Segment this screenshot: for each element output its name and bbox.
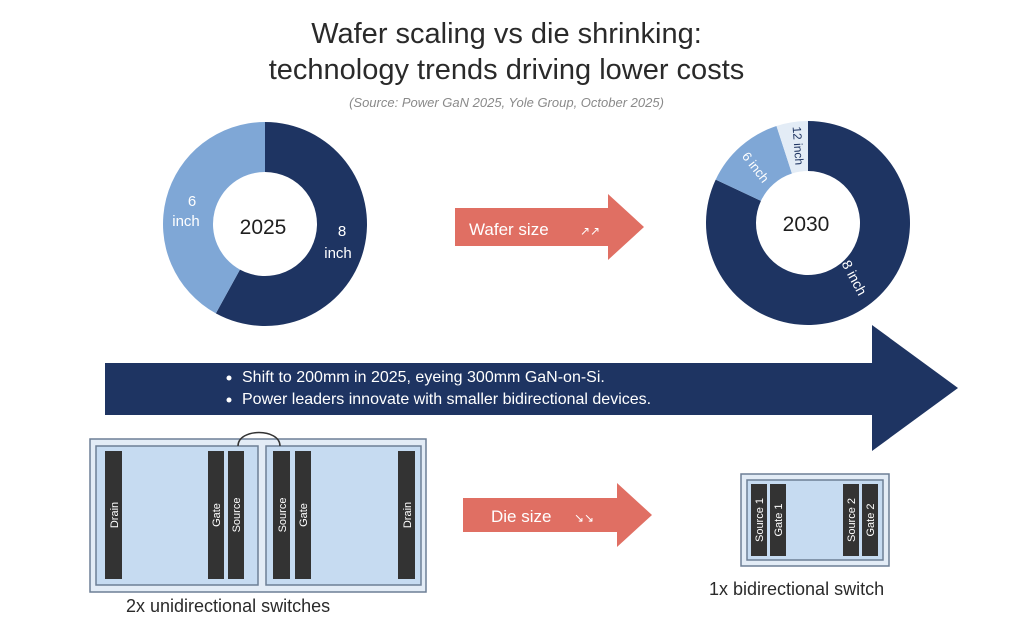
gate-2-label: Gate 2 bbox=[865, 503, 877, 536]
drain-pad-2 bbox=[398, 451, 415, 579]
trending-down-icon: ↘↘ bbox=[574, 511, 594, 525]
source-2-label: Source 2 bbox=[846, 498, 858, 542]
gate-pad-2 bbox=[295, 451, 311, 579]
die-size-arrow bbox=[463, 483, 652, 547]
gate-label-2: Gate bbox=[298, 503, 310, 527]
drain-label-2: Drain bbox=[402, 502, 414, 528]
bond-wire bbox=[237, 431, 281, 447]
donut-2025-center-label: 2025 bbox=[240, 216, 287, 239]
donut-2025-label-8inch-num: 8 bbox=[338, 223, 346, 240]
source-note: (Source: Power GaN 2025, Yole Group, Oct… bbox=[349, 95, 664, 110]
donut-2025-label-6inch-unit: inch bbox=[172, 213, 200, 230]
donut-2030-slice-6inch bbox=[715, 125, 792, 201]
donut-2025 bbox=[163, 122, 367, 326]
donut-2025-slice-8inch bbox=[215, 122, 367, 326]
gate-2-pad bbox=[862, 484, 878, 556]
unidirectional-die-2 bbox=[265, 445, 422, 586]
bullet-item: Power leaders innovate with smaller bidi… bbox=[242, 391, 652, 408]
gate-1-pad bbox=[770, 484, 786, 556]
wafer-size-arrow bbox=[455, 194, 644, 260]
trending-up-icon: ↗↗ bbox=[580, 224, 600, 238]
title-line-2: technology trends driving lower costs bbox=[268, 54, 745, 86]
bullet-dot-2 bbox=[226, 397, 232, 403]
gate-1-label: Gate 1 bbox=[773, 503, 785, 536]
die-size-label: Die size bbox=[491, 507, 551, 526]
source-1-label: Source 1 bbox=[754, 498, 766, 542]
unidirectional-caption: 2x unidirectional switches bbox=[126, 596, 331, 616]
bullet-dot-1 bbox=[226, 375, 232, 381]
title-line-1: Wafer scaling vs die shrinking: bbox=[311, 18, 702, 50]
source-1-pad bbox=[751, 484, 767, 556]
bidirectional-caption: 1x bidirectional switch bbox=[709, 579, 885, 599]
source-2-pad bbox=[843, 484, 859, 556]
donut-2025-label-8inch-unit: inch bbox=[324, 245, 352, 262]
source-label-2: Source bbox=[277, 498, 289, 533]
wafer-size-label: Wafer size bbox=[469, 220, 549, 239]
donut-2025-slice-6inch bbox=[163, 122, 265, 314]
source-pad-2 bbox=[273, 451, 290, 579]
bullet-item: Shift to 200mm in 2025, eyeing 300mm GaN… bbox=[242, 369, 605, 386]
trend-bullets: Shift to 200mm in 2025, eyeing 300mm GaN… bbox=[228, 367, 651, 411]
donut-2025-label-6inch-num: 6 bbox=[188, 193, 196, 210]
donut-2030-center-label: 2030 bbox=[783, 213, 830, 236]
gate-pad-1 bbox=[208, 451, 224, 579]
source-label-1: Source bbox=[231, 498, 243, 533]
donut-2030 bbox=[706, 121, 910, 325]
trend-arrow-banner bbox=[105, 325, 958, 451]
drain-label-1: Drain bbox=[109, 502, 121, 528]
donut-2030-label-12inch: 12 inch bbox=[790, 126, 807, 166]
donut-2030-slice-12inch bbox=[776, 121, 808, 174]
drain-pad-1 bbox=[105, 451, 122, 579]
gate-label-1: Gate bbox=[211, 503, 223, 527]
source-pad-1 bbox=[228, 451, 244, 579]
donut-2030-slice-8inch bbox=[706, 121, 910, 325]
bidirectional-die bbox=[746, 479, 884, 561]
